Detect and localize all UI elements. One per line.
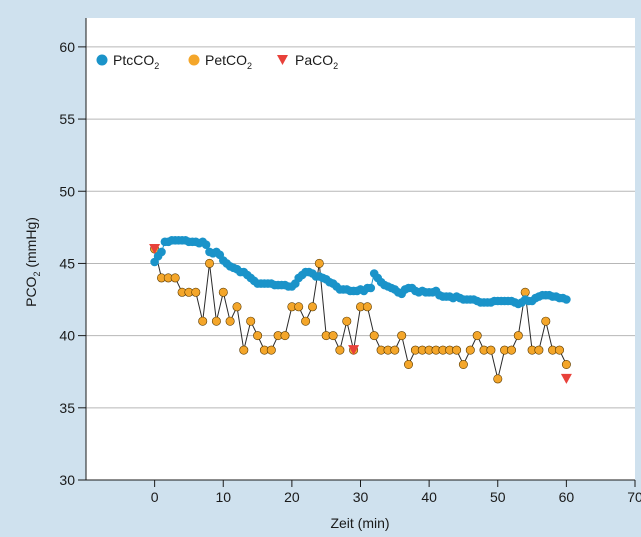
x-tick-label: 20 <box>284 489 300 505</box>
data-point <box>541 316 551 326</box>
data-point <box>554 345 564 355</box>
legend: PtcCO2 PetCO2 PaCO2 <box>96 52 338 71</box>
data-point <box>458 359 468 369</box>
data-point <box>369 331 379 341</box>
data-point <box>170 273 180 283</box>
data-point <box>335 345 345 355</box>
data-point <box>328 331 338 341</box>
data-point <box>201 240 211 249</box>
data-point <box>239 345 249 355</box>
legend-marker-ptcco2 <box>96 54 108 66</box>
data-point <box>198 316 208 326</box>
y-tick-label: 40 <box>59 328 75 344</box>
x-tick-label: 30 <box>353 489 369 505</box>
y-tick-label: 55 <box>59 111 75 127</box>
data-point <box>191 287 201 297</box>
x-tick-label: 0 <box>151 489 159 505</box>
x-axis-title: Zeit (min) <box>330 515 389 531</box>
x-tick-label: 60 <box>559 489 575 505</box>
data-point <box>294 302 304 312</box>
data-point <box>205 258 215 268</box>
x-tick-label: 40 <box>421 489 437 505</box>
data-point <box>211 316 221 326</box>
legend-marker-petco2 <box>188 54 200 66</box>
data-point <box>232 302 242 312</box>
data-point <box>342 316 352 326</box>
data-point <box>348 345 360 356</box>
legend-label-ptcco2: PtcCO2 <box>113 52 159 71</box>
data-point <box>465 345 475 355</box>
y-tick-label: 45 <box>59 255 75 271</box>
data-point <box>452 345 462 355</box>
y-axis-title: PCO2 (mmHg) <box>23 217 42 307</box>
data-point <box>218 287 228 297</box>
data-point <box>225 316 235 326</box>
data-point <box>390 345 400 355</box>
x-tick-label: 70 <box>627 489 641 505</box>
data-point <box>513 331 523 341</box>
data-point <box>486 345 496 355</box>
data-point <box>493 374 503 384</box>
y-tick-labels: 30 35 40 45 50 55 60 <box>59 39 75 488</box>
data-point <box>561 359 571 369</box>
series-ptcco2 <box>150 236 571 309</box>
data-point <box>149 244 161 254</box>
data-point <box>253 331 263 341</box>
data-point <box>157 247 166 257</box>
plot-area <box>86 18 635 480</box>
x-tick-labels: 0 10 20 30 40 50 60 70 <box>151 489 641 505</box>
data-point <box>366 283 376 293</box>
x-tick-label: 10 <box>215 489 231 505</box>
data-point <box>301 316 311 326</box>
grid-lines <box>86 46 635 409</box>
data-point <box>307 302 317 312</box>
data-point <box>562 295 571 304</box>
y-tick-label: 35 <box>59 400 75 416</box>
legend-marker-paco2 <box>277 55 288 65</box>
data-point <box>266 345 276 355</box>
data-series <box>149 236 572 384</box>
y-tick-label: 60 <box>59 39 75 55</box>
data-point <box>280 331 290 341</box>
data-point <box>506 345 516 355</box>
legend-label-petco2: PetCO2 <box>205 52 252 71</box>
data-point <box>534 345 544 355</box>
data-point <box>397 331 407 341</box>
data-point <box>472 331 482 341</box>
series-petco2 <box>150 244 571 384</box>
axes <box>78 18 636 487</box>
data-point <box>314 258 324 268</box>
data-point <box>246 316 256 326</box>
series-paco2 <box>149 244 572 384</box>
data-point <box>403 359 413 369</box>
data-point <box>362 302 372 312</box>
y-tick-label: 50 <box>59 183 75 199</box>
x-tick-label: 50 <box>490 489 506 505</box>
y-tick-label: 30 <box>59 472 75 488</box>
data-point <box>560 373 572 384</box>
legend-label-paco2: PaCO2 <box>295 52 338 71</box>
